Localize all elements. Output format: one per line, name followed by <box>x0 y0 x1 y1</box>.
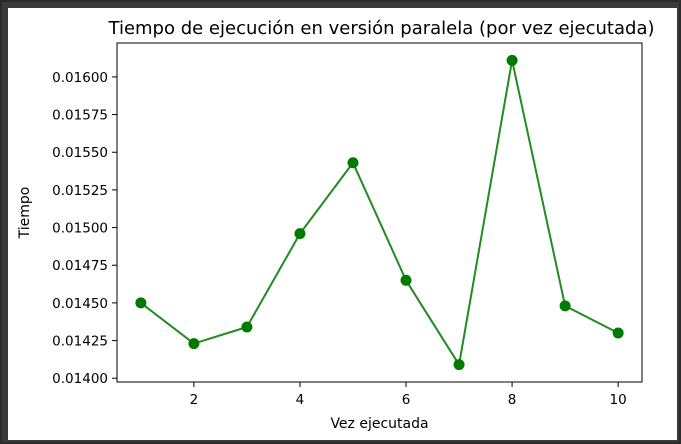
figure-canvas: Tiempo de ejecución en versión paralela … <box>8 8 677 440</box>
x-axis-label: Vez ejecutada <box>330 416 428 432</box>
y-axis-label: Tiempo <box>17 187 33 240</box>
axes-frame <box>116 42 643 383</box>
data-point <box>506 54 518 66</box>
data-point <box>559 300 571 312</box>
data-point <box>400 274 412 286</box>
y-tick-label: 0.01500 <box>52 221 108 237</box>
data-point <box>347 157 359 169</box>
data-point <box>453 359 465 371</box>
line-chart: Tiempo de ejecución en versión paralela … <box>17 18 655 432</box>
y-tick-label: 0.01600 <box>52 70 108 86</box>
y-tick-label: 0.01550 <box>52 145 108 161</box>
y-tick-label: 0.01425 <box>52 334 108 350</box>
y-tick-label: 0.01400 <box>52 371 108 387</box>
y-tick-label: 0.01525 <box>52 183 108 199</box>
x-tick-label: 2 <box>190 392 199 408</box>
data-point <box>612 327 624 339</box>
y-tick-label: 0.01575 <box>52 108 108 124</box>
data-point <box>135 297 147 309</box>
plot-area: 2 4 6 8 10 0.01400 0.01425 0.01450 0.01475 0.0150… <box>52 42 643 408</box>
y-tick-label: 0.01475 <box>52 258 108 274</box>
x-tick-label: 6 <box>402 392 411 408</box>
x-tick-label: 4 <box>296 392 305 408</box>
series-line <box>140 59 619 366</box>
data-point <box>188 338 200 350</box>
y-tick-label: 0.01450 <box>52 296 108 312</box>
chart-title: Tiempo de ejecución en versión paralela … <box>108 18 655 39</box>
data-point <box>294 228 306 240</box>
data-point <box>241 321 253 333</box>
x-tick-label: 8 <box>508 392 517 408</box>
x-tick-label: 10 <box>610 392 627 408</box>
